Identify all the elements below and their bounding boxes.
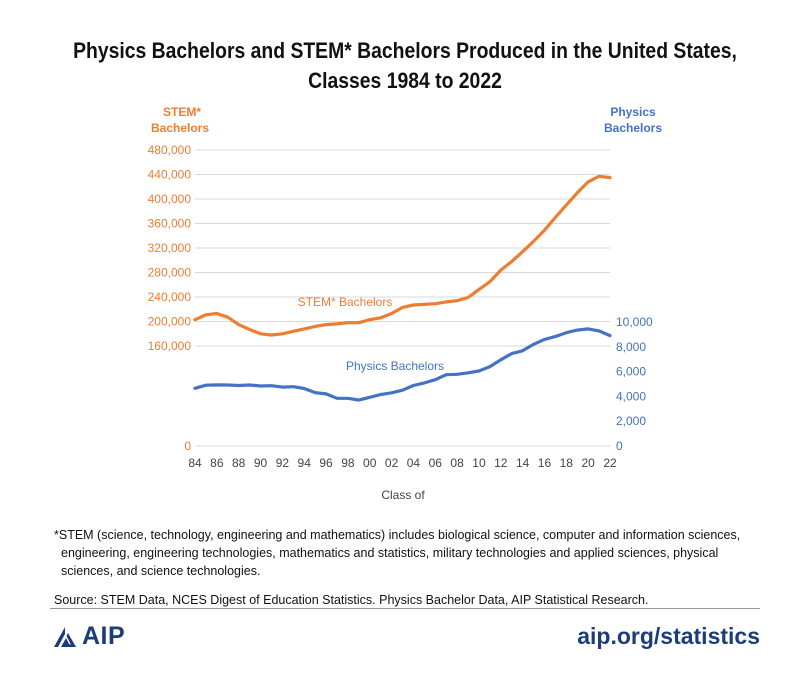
stem-series-line <box>193 174 612 337</box>
x-axis-tick-label: 84 <box>188 456 202 470</box>
x-axis-tick-label: 00 <box>363 456 377 470</box>
left-axis-tick-label: 240,000 <box>148 290 192 304</box>
x-axis-tick-label: 14 <box>516 456 530 470</box>
right-axis-title-line2: Bachelors <box>604 121 662 135</box>
site-link[interactable]: aip.org/statistics <box>577 623 760 649</box>
x-axis-tick-label: 02 <box>385 456 399 470</box>
left-axis-title-line2: Bachelors <box>151 121 209 135</box>
x-axis-tick-label: 18 <box>560 456 574 470</box>
left-axis-tick-label: 320,000 <box>148 241 192 255</box>
left-axis-title-line1: STEM* <box>163 105 201 119</box>
aip-logo-icon <box>54 626 77 647</box>
x-axis-tick-label: 96 <box>319 456 333 470</box>
left-axis-tick-label: 280,000 <box>148 266 192 280</box>
x-axis-tick-label: 04 <box>407 456 421 470</box>
right-axis-tick-label: 6,000 <box>616 365 646 379</box>
x-axis-tick-label: 20 <box>581 456 595 470</box>
stem-series-label: STEM* Bachelors <box>298 295 393 309</box>
x-axis-tick-label: 06 <box>429 456 443 470</box>
x-axis-tick-label: 98 <box>341 456 355 470</box>
x-axis-tick-label: 16 <box>538 456 552 470</box>
divider <box>50 608 760 609</box>
footnote: *STEM (science, technology, engineering … <box>54 526 774 580</box>
x-axis-tick-label: 10 <box>472 456 486 470</box>
x-axis-tick-label: 86 <box>210 456 224 470</box>
chart-title: Physics Bachelors and STEM* Bachelors Pr… <box>49 36 762 96</box>
left-axis-tick-label: 160,000 <box>148 339 192 353</box>
right-axis-tick-label: 10,000 <box>616 315 653 329</box>
left-axis-tick-label: 200,000 <box>148 315 192 329</box>
line-chart: 0 160,000 200,000 240,000 280,000 320,000 360,… <box>148 105 663 502</box>
aip-logo: AIP <box>52 622 125 651</box>
right-axis-title-line1: Physics <box>610 105 656 119</box>
footnote-line1: *STEM (science, technology, engineering … <box>54 528 741 542</box>
right-axis-tick-label: 8,000 <box>616 340 646 354</box>
x-axis-tick-label: 94 <box>298 456 312 470</box>
left-axis-tick-label: 400,000 <box>148 192 192 206</box>
physics-series-label: Physics Bachelors <box>346 359 444 373</box>
footnote-line3: sciences, and science technologies. <box>61 564 261 578</box>
x-axis-tick-label: 08 <box>450 456 464 470</box>
left-axis-tick-label: 360,000 <box>148 217 192 231</box>
chart-title-line1: Physics Bachelors and STEM* Bachelors Pr… <box>73 38 737 63</box>
x-axis-tick-label: 88 <box>232 456 246 470</box>
x-axis-tick-label: 12 <box>494 456 508 470</box>
x-axis-tick-label: 92 <box>276 456 290 470</box>
source-note: Source: STEM Data, NCES Digest of Educat… <box>54 593 649 607</box>
x-axis-tick-label: 90 <box>254 456 268 470</box>
left-axis-tick-label: 440,000 <box>148 168 192 182</box>
right-axis-tick-label: 4,000 <box>616 389 646 403</box>
chart-title-line2: Classes 1984 to 2022 <box>308 68 502 93</box>
footnote-line2: engineering, engineering technologies, m… <box>61 546 719 560</box>
physics-series-line <box>193 327 612 402</box>
x-axis-title: Class of <box>381 488 425 502</box>
left-axis-tick-label: 0 <box>184 439 191 453</box>
aip-logo-text: AIP <box>82 622 126 650</box>
right-axis-tick-label: 0 <box>616 439 623 453</box>
left-axis-tick-label: 480,000 <box>148 143 192 157</box>
right-axis-tick-label: 2,000 <box>616 414 646 428</box>
x-axis-tick-label: 22 <box>603 456 617 470</box>
